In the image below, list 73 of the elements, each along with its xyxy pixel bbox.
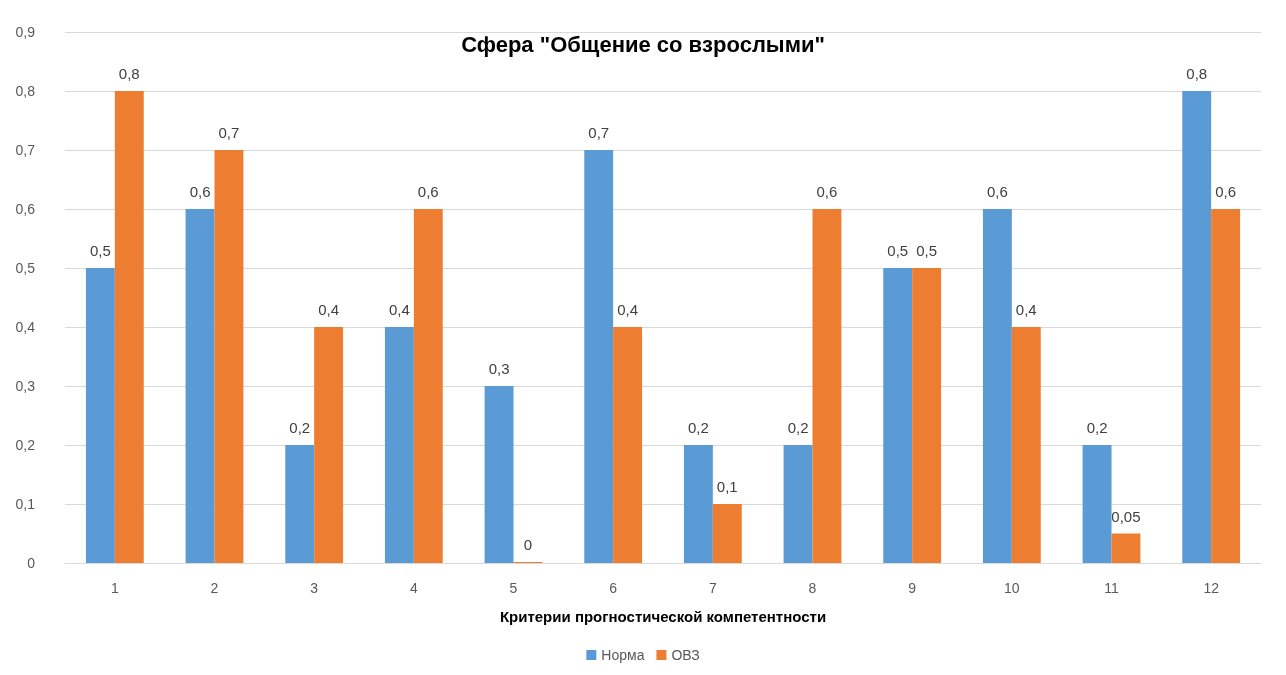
data-label: 0,7 bbox=[218, 124, 240, 141]
data-label: 0,8 bbox=[118, 65, 140, 82]
y-tick-label: 0,1 bbox=[15, 496, 36, 512]
y-tick-label: 0 bbox=[27, 555, 36, 571]
data-label: 0,6 bbox=[1215, 183, 1237, 200]
x-tick-label: 8 bbox=[808, 580, 817, 596]
bar bbox=[314, 327, 344, 563]
legend-label: ОВЗ bbox=[671, 647, 700, 663]
x-tick-label: 2 bbox=[210, 580, 219, 596]
y-tick-label: 0,4 bbox=[15, 319, 36, 335]
bar bbox=[185, 209, 215, 563]
bar bbox=[85, 268, 115, 563]
legend-label: Норма bbox=[601, 647, 645, 663]
bar bbox=[683, 445, 713, 563]
x-tick-label: 1 bbox=[110, 580, 119, 596]
data-label: 0,5 bbox=[89, 242, 111, 259]
data-label: 0,8 bbox=[1186, 65, 1208, 82]
data-label: 0,2 bbox=[787, 419, 809, 436]
y-tick-label: 0,2 bbox=[15, 437, 36, 453]
data-label: 0,2 bbox=[687, 419, 709, 436]
x-tick-label: 6 bbox=[609, 580, 618, 596]
data-label: 0,6 bbox=[189, 183, 211, 200]
x-axis-title: Критерии прогностической компетентности bbox=[499, 608, 827, 625]
bar bbox=[484, 386, 514, 563]
y-tick-label: 0,6 bbox=[15, 201, 36, 217]
bar bbox=[1111, 533, 1141, 563]
x-tick-label: 10 bbox=[1004, 580, 1020, 596]
bar bbox=[214, 150, 244, 563]
bar bbox=[783, 445, 813, 563]
data-label: 0,4 bbox=[318, 301, 340, 318]
data-label: 0,1 bbox=[716, 478, 738, 495]
bar bbox=[584, 150, 614, 563]
bar bbox=[1082, 445, 1112, 563]
bar bbox=[1011, 327, 1041, 563]
x-tick-label: 11 bbox=[1104, 580, 1119, 596]
data-label: 0,5 bbox=[887, 242, 909, 259]
data-label: 0,6 bbox=[417, 183, 439, 200]
y-tick-label: 0,7 bbox=[15, 142, 36, 158]
bar bbox=[812, 209, 842, 563]
y-tick-label: 0,9 bbox=[15, 24, 36, 40]
chart-title: Сфера "Общение со взрослыми" bbox=[461, 31, 825, 57]
data-label: 0,3 bbox=[488, 360, 510, 377]
bar bbox=[883, 268, 913, 563]
bar bbox=[1211, 209, 1241, 563]
bar bbox=[982, 209, 1012, 563]
x-tick-label: 12 bbox=[1203, 580, 1220, 596]
data-label: 0,5 bbox=[916, 242, 938, 259]
data-label: 0,4 bbox=[617, 301, 639, 318]
bar bbox=[1182, 91, 1212, 563]
x-tick-label: 5 bbox=[509, 580, 518, 596]
y-tick-label: 0,3 bbox=[15, 378, 36, 394]
data-label: 0,2 bbox=[289, 419, 311, 436]
x-tick-label: 9 bbox=[908, 580, 917, 596]
bar bbox=[613, 327, 643, 563]
x-tick-label: 3 bbox=[310, 580, 319, 596]
bar bbox=[413, 209, 443, 563]
bar bbox=[712, 504, 742, 563]
data-label: 0,2 bbox=[1086, 419, 1108, 436]
x-tick-label: 4 bbox=[409, 580, 418, 596]
bar bbox=[285, 445, 315, 563]
data-label: 0,4 bbox=[1015, 301, 1037, 318]
x-tick-label: 7 bbox=[708, 580, 717, 596]
data-label: 0,4 bbox=[388, 301, 410, 318]
bar bbox=[114, 91, 144, 563]
data-label: 0 bbox=[523, 536, 533, 553]
data-label: 0,6 bbox=[986, 183, 1008, 200]
y-tick-label: 0,8 bbox=[15, 83, 36, 99]
bar bbox=[384, 327, 414, 563]
data-label: 0,05 bbox=[1111, 507, 1141, 525]
data-label: 0,7 bbox=[588, 124, 610, 141]
data-label: 0,6 bbox=[816, 183, 838, 200]
bar bbox=[912, 268, 942, 563]
y-tick-label: 0,5 bbox=[15, 260, 36, 276]
